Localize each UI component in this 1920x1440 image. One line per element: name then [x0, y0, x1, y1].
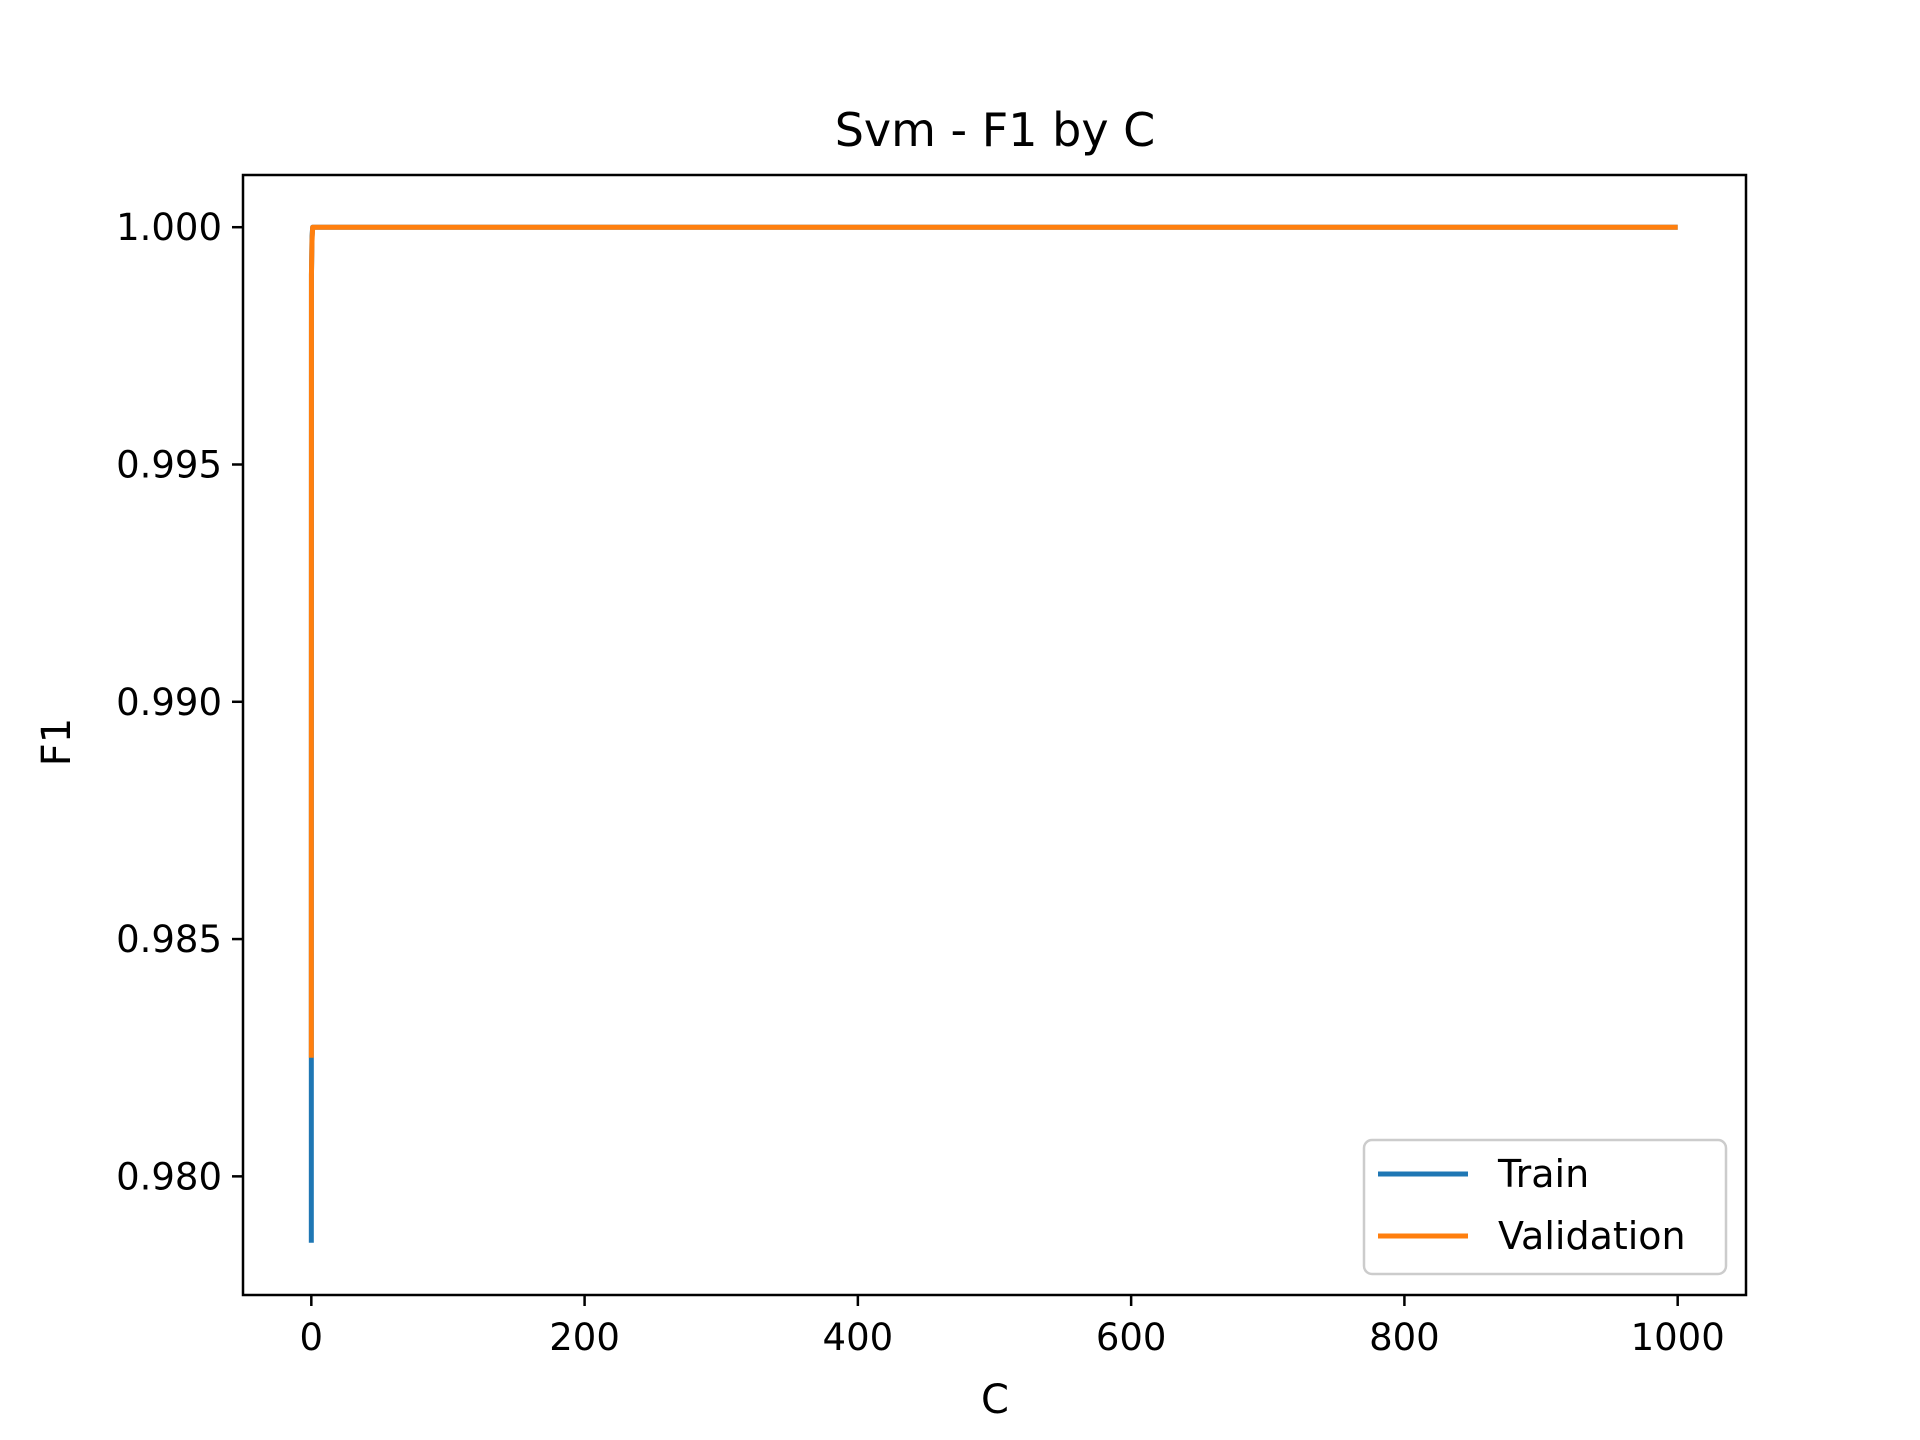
y-tick-label: 0.995	[116, 443, 222, 486]
x-tick-label: 0	[300, 1316, 324, 1359]
legend-label-validation: Validation	[1498, 1214, 1686, 1258]
x-tick-label: 200	[549, 1316, 620, 1359]
x-axis-label: C	[981, 1377, 1009, 1423]
x-tick-label: 800	[1369, 1316, 1440, 1359]
chart-title: Svm - F1 by C	[835, 103, 1156, 157]
x-tick-label: 600	[1096, 1316, 1167, 1359]
y-axis-label: F1	[34, 718, 80, 766]
x-tick-label: 1000	[1631, 1316, 1725, 1359]
y-tick-label: 0.985	[116, 918, 222, 961]
y-tick-label: 0.990	[116, 681, 222, 724]
x-tick-label: 400	[823, 1316, 894, 1359]
y-tick-label: 0.980	[116, 1155, 222, 1198]
legend-label-train: Train	[1497, 1152, 1589, 1196]
y-tick-label: 1.000	[116, 206, 222, 249]
